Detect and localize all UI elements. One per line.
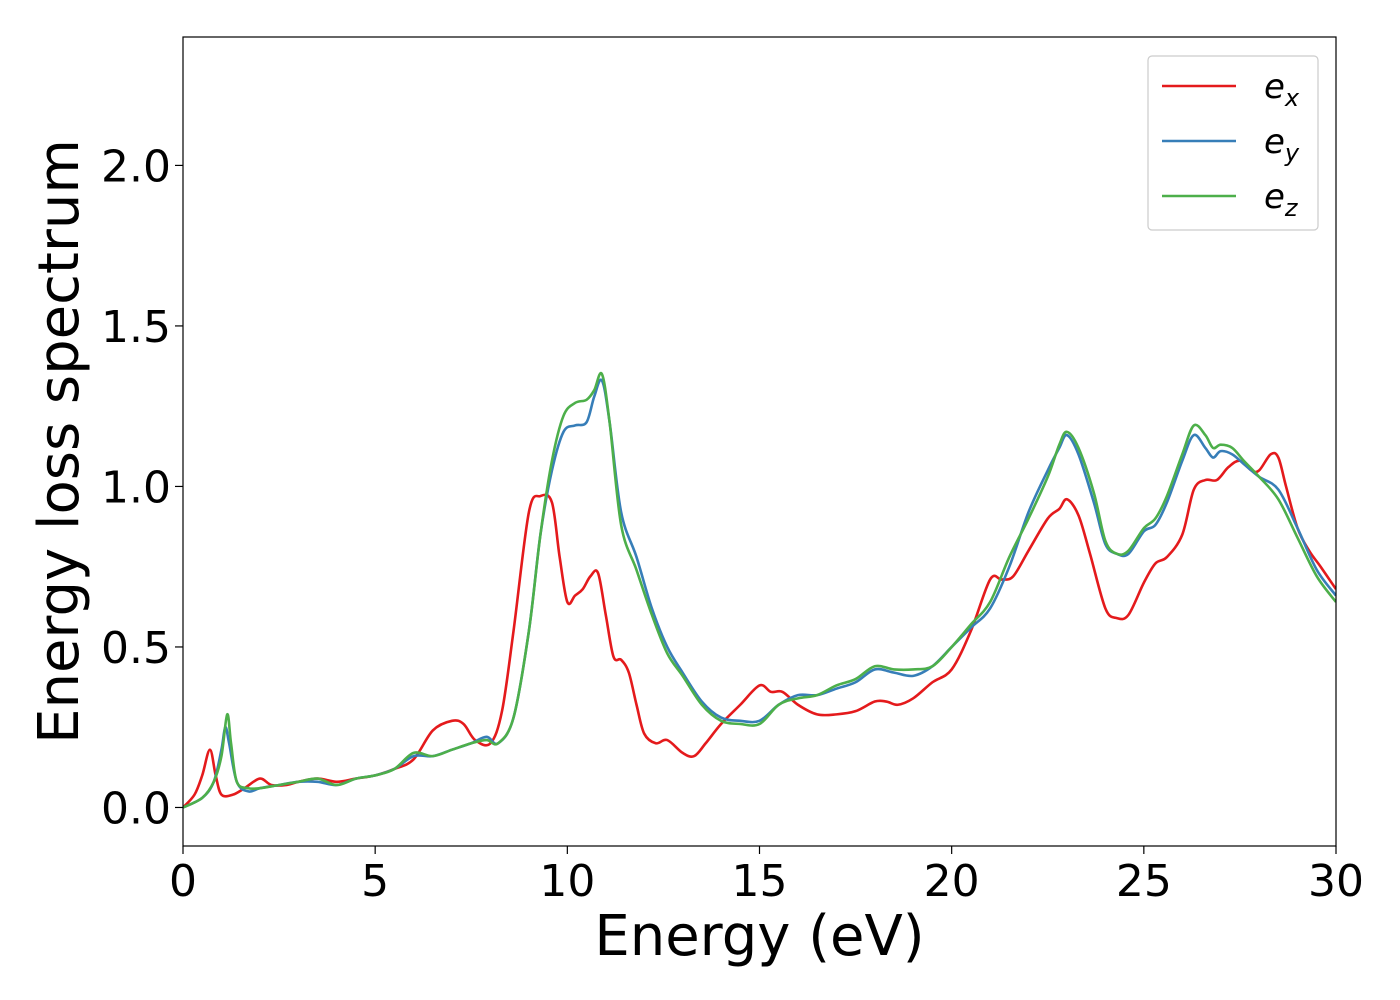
legend-label-ey: ey (1264, 122, 1300, 167)
x-tick-label: 30 (1308, 856, 1364, 907)
x-tick-label: 5 (361, 856, 389, 907)
y-tick-label: 1.0 (101, 462, 171, 513)
legend-label-ex: ex (1264, 67, 1300, 112)
x-axis-label: Energy (eV) (594, 904, 924, 969)
y-tick-label: 0.0 (101, 783, 171, 834)
series-layer (183, 371, 1336, 809)
x-tick-label: 10 (539, 856, 595, 907)
y-tick-label: 0.5 (101, 623, 171, 674)
y-tick-label: 2.0 (101, 141, 171, 192)
x-tick-label: 0 (169, 856, 197, 907)
x-tick-label: 20 (924, 856, 980, 907)
y-axis-label: Energy loss spectrum (27, 139, 92, 744)
y-tick-label: 1.5 (101, 302, 171, 353)
x-axis: 0 5 10 15 20 25 30 (169, 846, 1364, 907)
legend-box (1147, 55, 1319, 231)
y-axis: 0.0 0.5 1.0 1.5 2.0 (101, 141, 183, 834)
x-tick-label: 15 (732, 856, 788, 907)
x-tick-label: 25 (1116, 856, 1172, 907)
series-line-ez (183, 371, 1336, 809)
